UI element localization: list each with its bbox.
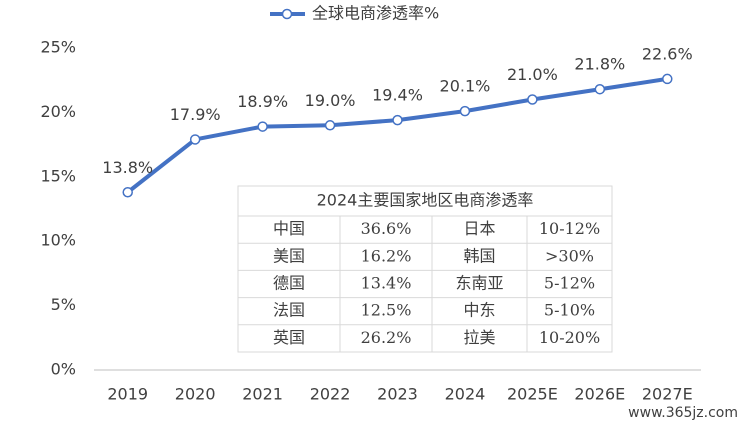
table-cell: 日本 [463,219,495,238]
table-title: 2024主要国家地区电商渗透率 [317,191,534,210]
data-label: 21.8% [574,55,625,74]
legend-marker [281,8,293,20]
table-cell: 东南亚 [455,274,503,293]
data-point [189,134,201,145]
table-cell: 韩国 [463,246,495,265]
table-cell: 法国 [273,301,305,320]
data-label: 13.8% [102,158,153,177]
data-point [594,83,606,95]
y-tick-label: 25% [40,38,76,57]
table-cell: 12.5% [361,301,412,320]
table-cell: 36.6% [361,219,412,238]
table-cell: 5-10% [544,301,595,320]
table-cell: 中国 [273,219,305,238]
data-label: 18.9% [237,92,288,111]
data-point [324,120,336,131]
table-cell: 德国 [273,274,305,293]
x-tick-label: 2019 [107,385,148,404]
x-tick-label: 2023 [377,385,418,404]
y-tick-label: 5% [51,295,76,314]
table-cell: 26.2% [361,328,412,347]
y-tick-label: 20% [40,102,76,121]
data-point [257,121,268,132]
table-cell: 16.2% [361,246,412,265]
data-point [459,105,471,117]
table-cell: 中东 [463,301,495,320]
y-tick-label: 10% [40,231,76,250]
data-label: 17.9% [170,105,221,124]
x-tick-label: 2025E [507,385,558,404]
data-point [392,114,403,126]
x-tick-label: 2020 [175,385,216,404]
data-point [662,73,673,85]
x-tick-label: 2026E [574,385,625,404]
data-label: 19.0% [305,91,356,110]
table-cell: 10-20% [539,328,600,347]
table-cell: 拉美 [463,328,495,347]
table-cell: 英国 [273,328,305,347]
data-label: 20.1% [440,77,491,96]
legend-label: 全球电商渗透率% [312,4,439,23]
watermark: www.365jz.com [628,405,738,421]
y-tick-label: 0% [51,360,76,379]
x-tick-label: 2022 [310,385,351,404]
table-cell: 10-12% [539,219,600,238]
data-label: 22.6% [642,44,693,63]
x-tick-label: 2021 [242,385,283,404]
table-cell: 5-12% [544,274,595,293]
x-tick-label: 2024 [445,385,486,404]
data-label: 21.0% [507,65,558,84]
table-cell: 13.4% [361,274,412,293]
y-tick-label: 15% [40,166,76,185]
data-point [527,94,538,105]
table-cell: >30% [545,246,594,265]
data-label: 19.4% [372,86,423,105]
table-cell: 美国 [273,246,305,265]
data-point [122,187,133,198]
x-tick-label: 2027E [642,385,693,404]
